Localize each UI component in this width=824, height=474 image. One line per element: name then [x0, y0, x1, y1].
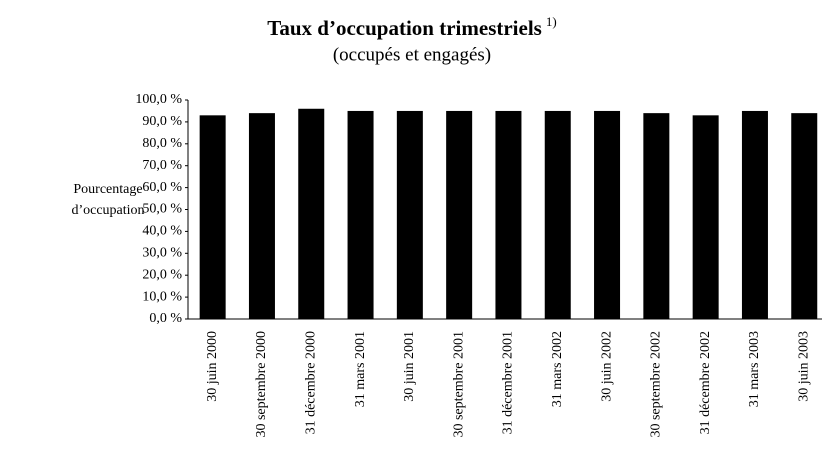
- chart-title: Taux d’occupation trimestriels 1): [267, 14, 556, 40]
- x-tick-label: 30 juin 2001: [402, 331, 417, 402]
- y-tick-label: 90,0 %: [142, 114, 182, 129]
- y-tick-label: 40,0 %: [142, 224, 182, 239]
- y-tick-label: 50,0 %: [142, 202, 182, 217]
- bar: [791, 113, 818, 319]
- title-text: Taux d’occupation trimestriels: [267, 16, 542, 40]
- y-tick-label: 100,0 %: [135, 92, 182, 107]
- bar: [248, 113, 275, 319]
- y-tick-label: 70,0 %: [142, 158, 182, 173]
- x-tick-label: 30 juin 2003: [796, 331, 811, 402]
- bar: [692, 115, 719, 319]
- y-axis-label: Pourcentage: [73, 182, 142, 197]
- bar: [544, 110, 571, 319]
- x-tick-label: 30 septembre 2002: [649, 331, 664, 438]
- x-tick-label: 31 décembre 2002: [698, 331, 713, 434]
- bar: [495, 110, 522, 319]
- bar: [446, 110, 473, 319]
- y-tick-label: 60,0 %: [142, 180, 182, 195]
- bar: [199, 115, 226, 319]
- x-tick-label: 30 juin 2002: [599, 331, 614, 402]
- bar: [298, 108, 325, 319]
- x-tick-label: 31 décembre 2001: [501, 331, 516, 434]
- x-tick-label: 30 septembre 2001: [451, 331, 466, 438]
- x-tick-label: 30 juin 2000: [205, 331, 220, 402]
- x-tick-label: 31 mars 2003: [747, 331, 762, 407]
- bar: [741, 110, 768, 319]
- y-tick-label: 80,0 %: [142, 136, 182, 151]
- y-tick-label: 10,0 %: [142, 289, 182, 304]
- y-axis-label: d’occupation: [71, 203, 144, 218]
- bar: [643, 113, 670, 319]
- x-tick-label: 31 mars 2002: [550, 331, 565, 407]
- x-tick-label: 31 décembre 2000: [303, 331, 318, 434]
- bar: [594, 110, 621, 319]
- title-note: 1): [546, 14, 557, 29]
- y-tick-label: 0,0 %: [149, 311, 182, 326]
- y-tick-label: 20,0 %: [142, 267, 182, 282]
- bar: [347, 110, 374, 319]
- bar: [396, 110, 423, 319]
- chart-subtitle: (occupés et engagés): [333, 44, 491, 65]
- x-tick-label: 31 mars 2001: [353, 331, 368, 407]
- x-tick-label: 30 septembre 2000: [254, 331, 269, 438]
- y-tick-label: 30,0 %: [142, 246, 182, 261]
